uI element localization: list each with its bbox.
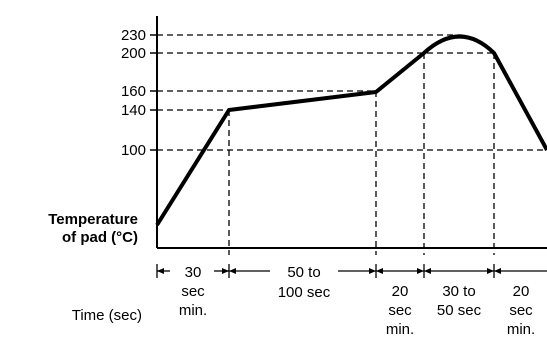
arrowhead <box>487 268 494 274</box>
y-tick-label-140: 140 <box>121 102 146 119</box>
segment-1-line-2: sec <box>181 283 205 300</box>
arrowhead <box>157 268 164 274</box>
segment-2-line-1: 50 to <box>287 264 320 281</box>
y-tick-label-160: 160 <box>121 83 146 100</box>
segment-3-line-3: min. <box>386 321 414 338</box>
y-tick-label-100: 100 <box>121 142 146 159</box>
segment-3-line-2: sec <box>388 302 412 319</box>
segment-5-line-3: min. <box>507 321 535 338</box>
segment-5-line-2: sec <box>509 302 533 319</box>
y-tick-label-230: 230 <box>121 27 146 44</box>
segment-1-line-1: 30 <box>185 264 202 281</box>
segment-2-line-2: 100 sec <box>278 284 331 301</box>
segment-4-line-1: 30 to <box>442 283 475 300</box>
arrowhead <box>222 268 229 274</box>
y-axis-title-line1: Temperature <box>48 211 138 228</box>
arrowhead <box>369 268 376 274</box>
segment-5-line-1: 20 <box>513 283 530 300</box>
arrowhead <box>424 268 431 274</box>
segment-3-line-1: 20 <box>392 283 409 300</box>
y-tick-label-200: 200 <box>121 45 146 62</box>
arrowhead <box>229 268 236 274</box>
arrowhead <box>417 268 424 274</box>
arrowhead <box>376 268 383 274</box>
y-axis-title-line2: of pad (°C) <box>62 229 138 246</box>
segment-1-line-3: min. <box>179 302 207 319</box>
segment-4-line-2: 50 sec <box>437 302 482 319</box>
temperature-profile-curve <box>155 34 547 227</box>
x-axis-title: Time (sec) <box>72 307 142 324</box>
arrowhead <box>494 268 501 274</box>
